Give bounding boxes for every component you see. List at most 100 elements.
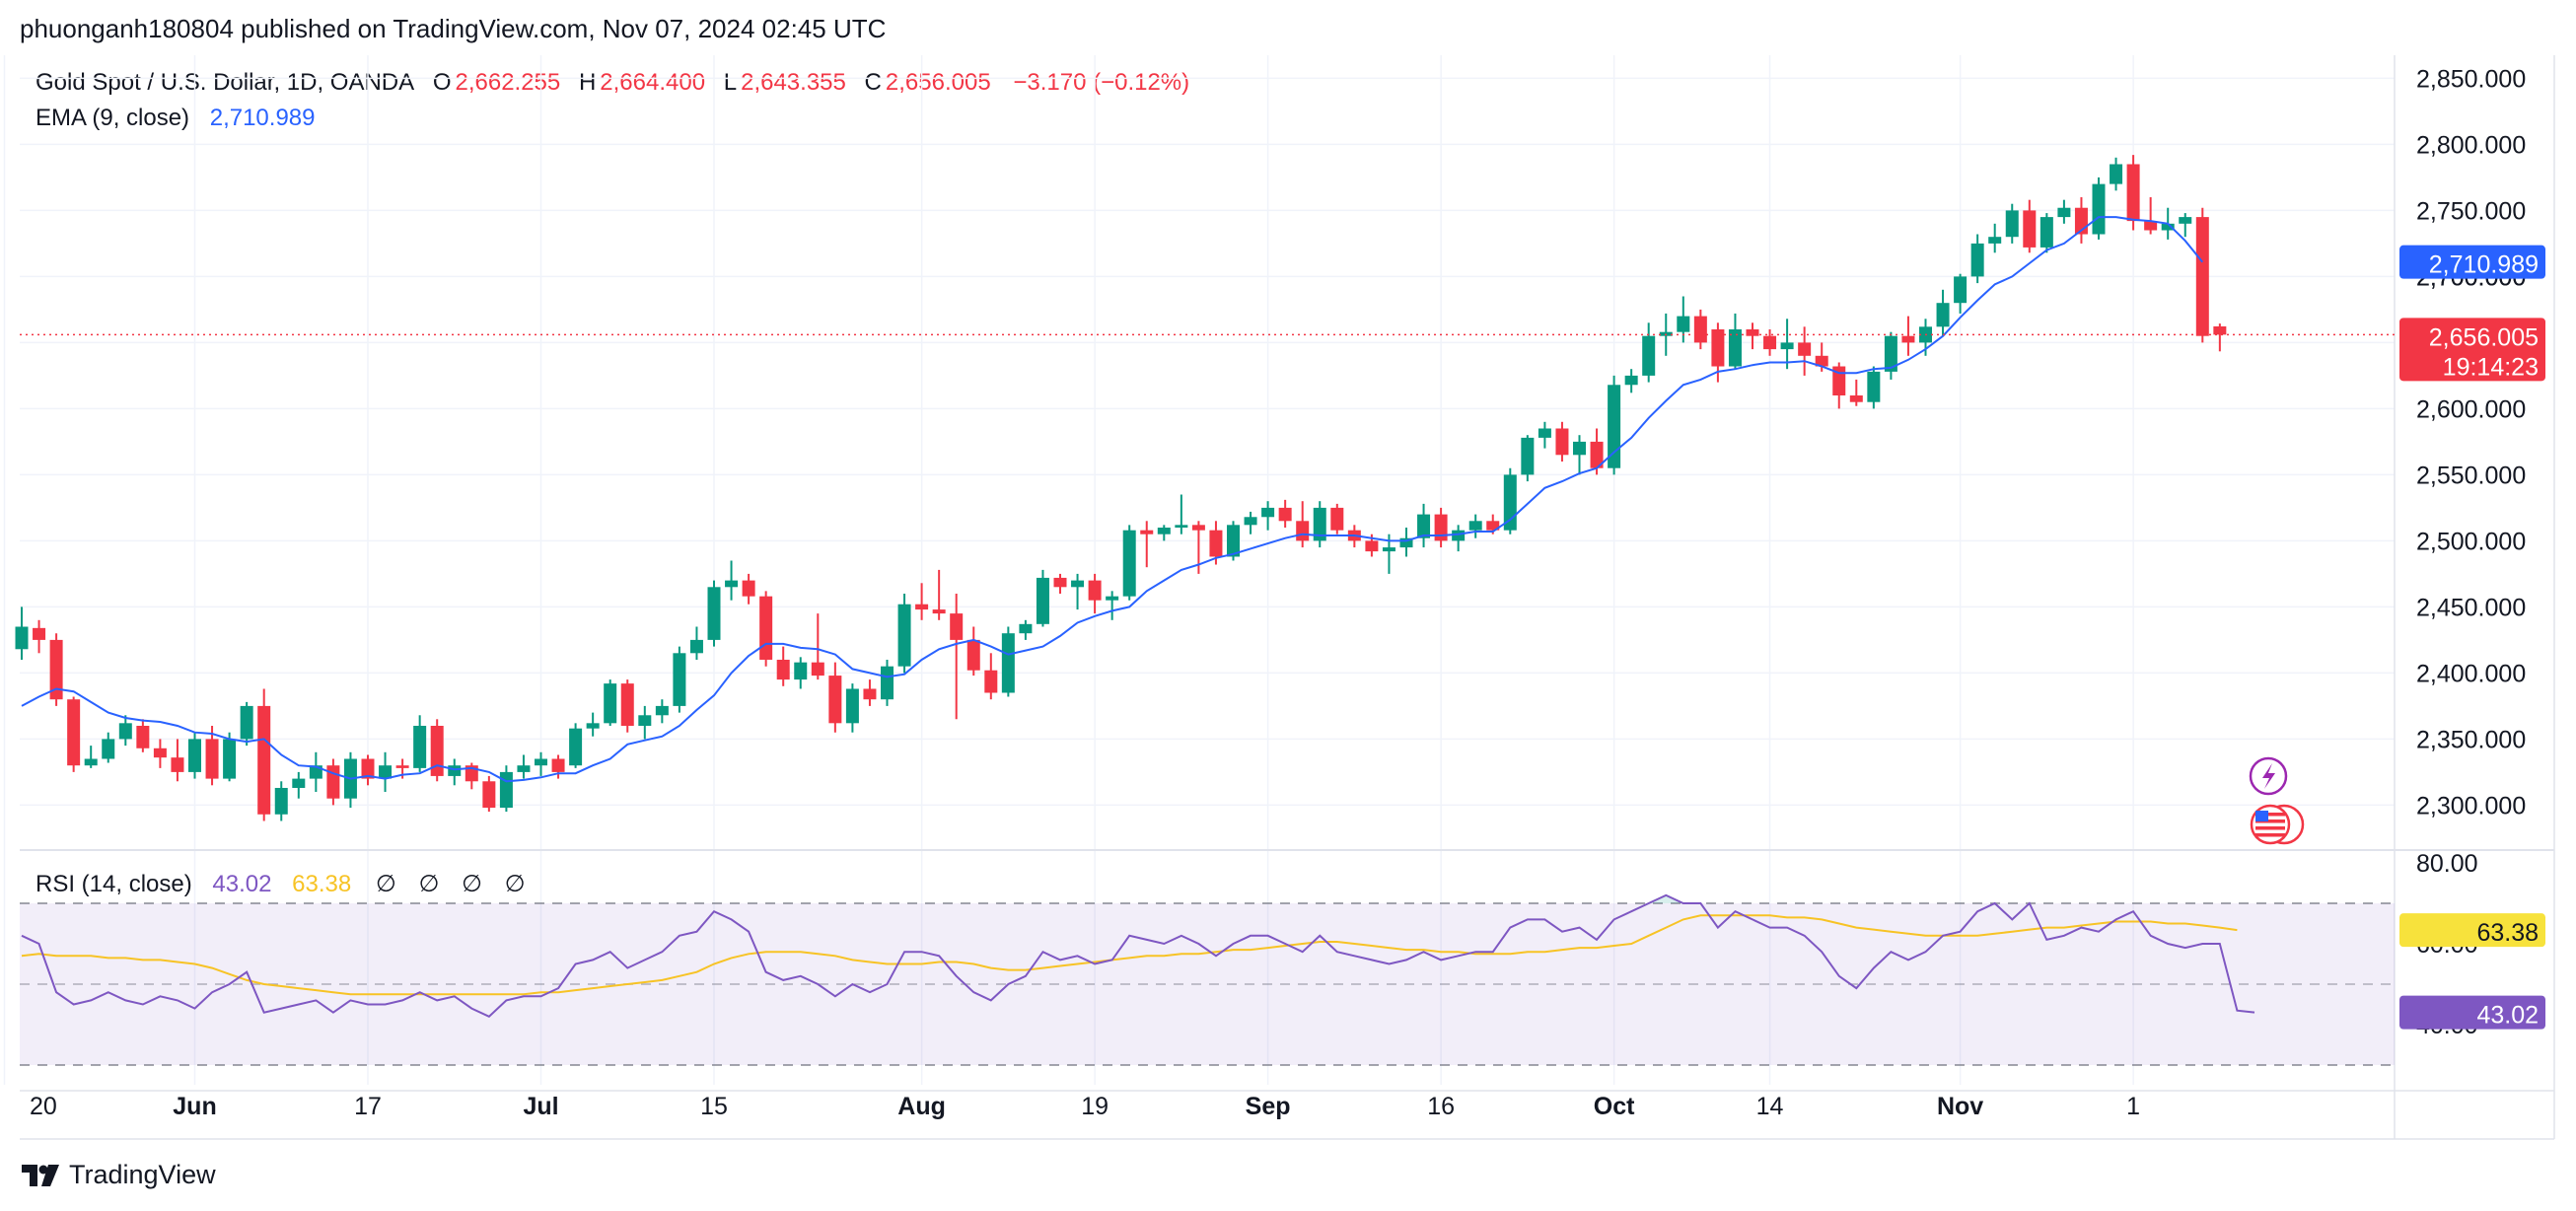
candle (1053, 573, 1067, 594)
candle-body (551, 758, 565, 772)
candle (845, 683, 859, 733)
candle (2179, 213, 2192, 238)
published-header: phuonganh180804 published on TradingView… (20, 14, 887, 43)
candle-body (1209, 530, 1223, 557)
candle-body (1867, 371, 1881, 402)
price-tick-label: 2,400.000 (2416, 660, 2526, 687)
candle-body (984, 670, 998, 693)
candle-body (2213, 325, 2227, 335)
rsi-label[interactable]: RSI (14, close) (36, 871, 192, 897)
candle-body (1711, 329, 1725, 367)
candle-body (811, 662, 824, 677)
candle (1763, 329, 1777, 356)
candle-body (118, 723, 132, 740)
candle (1746, 322, 1759, 350)
candle-body (707, 587, 721, 640)
price-chart[interactable]: 2,300.000 2,350.000 2,400.000 2,450.000 2,50… (0, 0, 2576, 1144)
candle-body (1399, 537, 1413, 548)
symbol-name[interactable]: Gold Spot / U.S. Dollar, 1D, OANDA (36, 69, 415, 96)
candle (776, 646, 790, 686)
candle (1521, 435, 1535, 482)
candle-body (1330, 507, 1344, 531)
candle (638, 705, 652, 740)
candle-body (881, 666, 894, 700)
candle-body (413, 726, 427, 768)
rsi-value: 43.02 (212, 871, 272, 897)
candle-body (33, 627, 46, 640)
candle-body (950, 613, 964, 640)
candle (535, 751, 547, 776)
candle (655, 699, 669, 724)
candle-body (1036, 577, 1049, 624)
candle (465, 762, 478, 790)
tradingview-footer[interactable]: TradingView (20, 1160, 216, 1190)
time-tick-label: 14 (1756, 1093, 1784, 1120)
ema-legend: EMA (9, close) 2,710.989 (36, 105, 320, 132)
candle (1417, 503, 1431, 548)
candle (707, 580, 721, 647)
candle-body (326, 765, 340, 799)
candle (1970, 234, 1984, 284)
candle-body (638, 715, 652, 726)
ema-value: 2,710.989 (209, 105, 316, 131)
candle (1019, 619, 1033, 640)
candle-body (1278, 507, 1292, 522)
time-tick-label: Aug (897, 1093, 946, 1120)
candle (1036, 569, 1049, 627)
candle (1088, 573, 1102, 614)
candle-body (1175, 525, 1188, 528)
last-price-tag-text: 19:14:23 (2443, 353, 2539, 381)
candle (2195, 207, 2209, 343)
candle-body (1884, 335, 1897, 372)
candle-body (49, 639, 63, 700)
candle (586, 712, 600, 737)
low-label: L (723, 69, 738, 96)
candle-body (932, 609, 946, 614)
rsi-ma-line (21, 914, 2238, 996)
candle-body (794, 662, 808, 680)
candle-body (2195, 217, 2209, 336)
candle (1677, 296, 1690, 343)
rsi-value-tag: 43.02 (2399, 995, 2545, 1030)
candle (984, 653, 998, 700)
candle-body (257, 705, 271, 815)
candle (950, 594, 964, 720)
candle (33, 619, 46, 654)
candle (15, 606, 29, 660)
candle (742, 573, 755, 605)
candle-body (776, 660, 790, 680)
candle-body (604, 683, 617, 724)
candle-body (1538, 428, 1551, 438)
ema-label[interactable]: EMA (9, close) (36, 105, 190, 131)
candle-body (1693, 316, 1707, 343)
candle (153, 739, 167, 768)
candle (326, 758, 340, 806)
candle (881, 660, 894, 706)
candle-body (1936, 303, 1950, 327)
candle-body (2144, 221, 2158, 231)
price-tick-label: 2,300.000 (2416, 792, 2526, 819)
candle (689, 626, 703, 660)
candle-body (1486, 521, 1500, 531)
candle-body (395, 765, 409, 768)
na-value-4: ∅ (504, 871, 526, 897)
high-value: 2,664.400 (600, 69, 706, 96)
candle-body (759, 596, 773, 660)
candle (551, 754, 565, 779)
candle (1624, 369, 1638, 393)
candle (2057, 199, 2071, 224)
candle-body (1382, 547, 1395, 552)
candle (136, 719, 150, 752)
candle-body (897, 604, 911, 667)
candle-body (725, 580, 739, 588)
candle-body (863, 688, 877, 700)
open-label: O (432, 69, 452, 96)
candle-body (1677, 316, 1690, 332)
price-tick-label: 2,550.000 (2416, 462, 2526, 489)
candle (2110, 157, 2123, 191)
time-tick-label: 16 (1427, 1093, 1455, 1120)
candle-body (240, 705, 253, 740)
candle (1399, 528, 1413, 557)
candle (1849, 379, 1863, 406)
